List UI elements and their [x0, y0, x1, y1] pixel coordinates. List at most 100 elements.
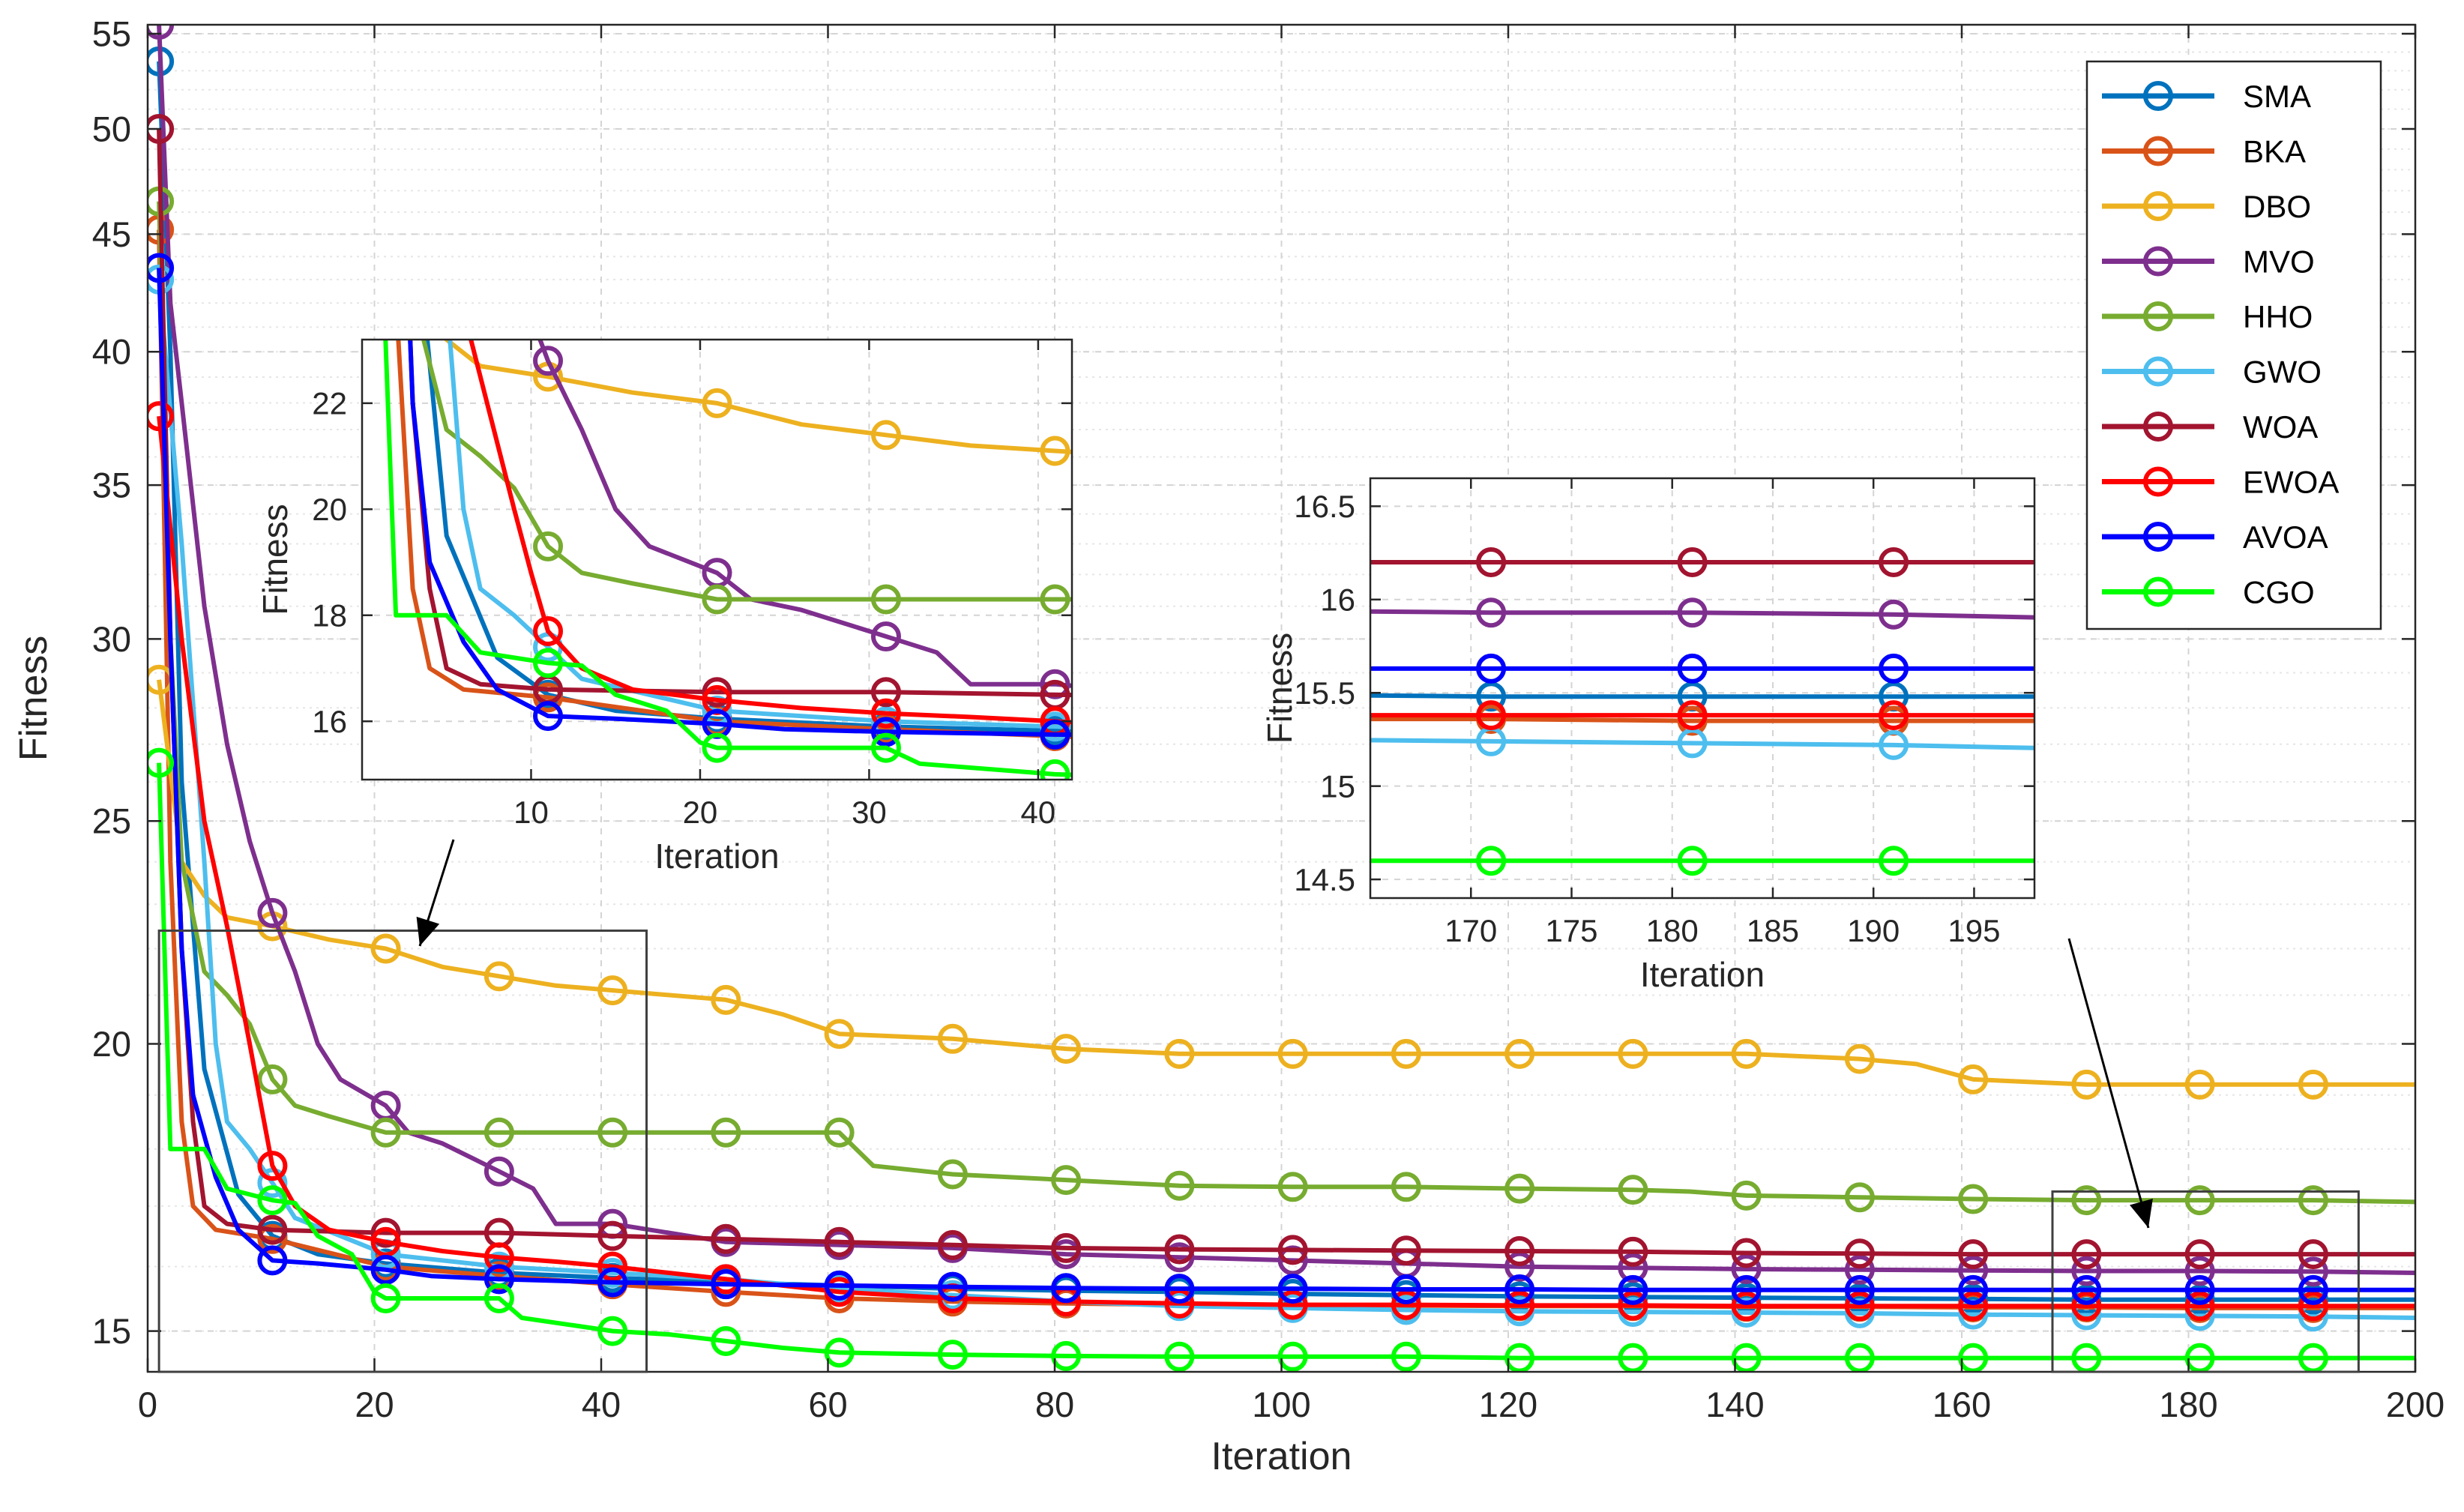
marker-ewoa	[1391, 1289, 1421, 1320]
marker-woa	[1958, 1239, 1989, 1270]
zoom-arrows	[416, 839, 2153, 1229]
marker-woa	[597, 1220, 628, 1251]
series-line-avoa	[157, 268, 2415, 1292]
legend-marker-dbo	[2143, 191, 2173, 221]
marker-avoa	[1277, 1274, 1308, 1304]
zoom-arrow-late	[2067, 938, 2150, 1229]
marker-woa	[257, 1214, 288, 1245]
marker-cgo	[937, 1340, 968, 1370]
marker-cgo	[1958, 1343, 1989, 1372]
inset1-marker-dbo	[702, 388, 732, 418]
marker-woa	[824, 1226, 855, 1257]
legend-marker-gwo	[2143, 356, 2173, 387]
x-tick-label: 80	[1035, 1385, 1074, 1424]
inset1-axes-box	[361, 338, 1073, 781]
x-tick-label: 140	[1705, 1385, 1764, 1424]
inset2-marker-avoa	[1476, 653, 1507, 684]
legend-label-hho: HHO	[2243, 299, 2313, 334]
inset2-marker-ewoa	[1677, 700, 1708, 731]
marker-woa	[1391, 1235, 1421, 1266]
y-tick-label: 30	[92, 619, 131, 659]
marker-hho	[370, 1117, 401, 1148]
inset1-y-tick-label: 22	[312, 386, 347, 421]
marker-hho	[1958, 1184, 1989, 1214]
marker-ewoa	[1731, 1291, 1762, 1322]
zoom-box-2	[2051, 1190, 2360, 1373]
inset1-marker-hho	[702, 584, 732, 615]
legend-marker-avoa	[2143, 522, 2173, 552]
inset1-y-axis-label: Fitness	[256, 504, 295, 615]
inset1-marker-cgo	[870, 732, 901, 763]
inset2-x-tick-label: 185	[1747, 913, 1799, 948]
marker-woa	[1618, 1236, 1648, 1267]
marker-cgo	[597, 1316, 628, 1346]
x-tick-label: 200	[2386, 1385, 2445, 1424]
marker-woa	[1051, 1232, 1082, 1263]
marker-hho	[711, 1117, 741, 1148]
marker-mvo	[1164, 1242, 1195, 1273]
marker-avoa	[1731, 1274, 1762, 1305]
marker-hho	[1731, 1180, 1762, 1211]
marker-avoa	[1504, 1274, 1535, 1304]
marker-hho	[937, 1159, 968, 1190]
inset2-marker-mvo	[1476, 597, 1507, 628]
inset2-marker-dbo	[1478, 0, 1504, 15]
marker-dbo	[2071, 1069, 2102, 1100]
legend-marker-bka	[2143, 136, 2173, 166]
legend-marker-ewoa	[2143, 466, 2173, 497]
marker-ewoa	[1504, 1290, 1535, 1321]
marker-avoa	[148, 253, 175, 283]
marker-hho	[1504, 1173, 1535, 1204]
inset2-marker-avoa	[1879, 653, 1909, 684]
legend-label-ewoa: EWOA	[2243, 465, 2339, 500]
inset1-marker-avoa	[870, 717, 901, 747]
x-tick-label: 100	[1252, 1385, 1310, 1424]
inset1-series-line-cgo	[383, 340, 1072, 777]
inset1-x-tick-label: 40	[1021, 795, 1056, 830]
marker-dbo	[1731, 1038, 1762, 1069]
marker-cgo	[1391, 1341, 1421, 1372]
inset1-marker-hho	[1040, 584, 1070, 615]
marker-dbo	[824, 1019, 855, 1049]
series-line-gwo	[157, 279, 2415, 1320]
zoom-arrow-late-head	[2130, 1199, 2153, 1228]
marker-ewoa	[257, 1151, 288, 1181]
marker-dbo	[1844, 1043, 1875, 1074]
marker-dbo	[484, 961, 514, 992]
inset1-marker-cgo	[533, 648, 564, 678]
y-tick-label: 55	[92, 14, 131, 54]
marker-ewoa	[484, 1242, 514, 1273]
inset2-y-tick-label: 16.5	[1294, 489, 1355, 524]
legend-label-cgo: CGO	[2243, 575, 2315, 610]
marker-mvo	[2298, 1256, 2328, 1287]
inset1-marker-avoa	[1040, 719, 1070, 750]
x-tick-label: 0	[138, 1385, 157, 1424]
x-tick-label: 160	[1933, 1385, 1991, 1424]
legend-label-woa: WOA	[2243, 409, 2318, 445]
legend-label-bka: BKA	[2243, 134, 2306, 169]
legend-label-gwo: GWO	[2243, 355, 2322, 390]
inset-plot-early: 10 20 30 40 16 18 20 22 Iteration Fitness	[256, 338, 1073, 876]
zoom-box-1	[157, 930, 648, 1373]
marker-dbo	[711, 984, 741, 1015]
inset1-marker-cgo	[702, 732, 732, 763]
inset2-y-tick-label: 14.5	[1294, 862, 1355, 897]
marker-avoa	[2298, 1274, 2328, 1305]
inset1-marker-mvo	[870, 621, 901, 652]
marker-mvo	[484, 1156, 514, 1187]
inset1-x-axis-label: Iteration	[654, 837, 779, 876]
y-tick-label: 25	[92, 801, 131, 841]
marker-cgo	[257, 1185, 288, 1216]
marker-avoa	[2071, 1274, 2102, 1305]
inset1-marker-hho	[533, 531, 564, 561]
legend-marker-woa	[2143, 412, 2173, 442]
inset1-series-line-dbo	[443, 340, 1072, 454]
marker-cgo	[484, 1283, 514, 1313]
marker-hho	[1277, 1172, 1308, 1202]
x-tick-label: 60	[808, 1385, 847, 1424]
marker-dbo	[1391, 1038, 1421, 1069]
inset1-y-tick-label: 20	[312, 492, 347, 527]
inset2-x-tick-label: 195	[1948, 913, 2000, 948]
marker-avoa	[824, 1270, 855, 1301]
